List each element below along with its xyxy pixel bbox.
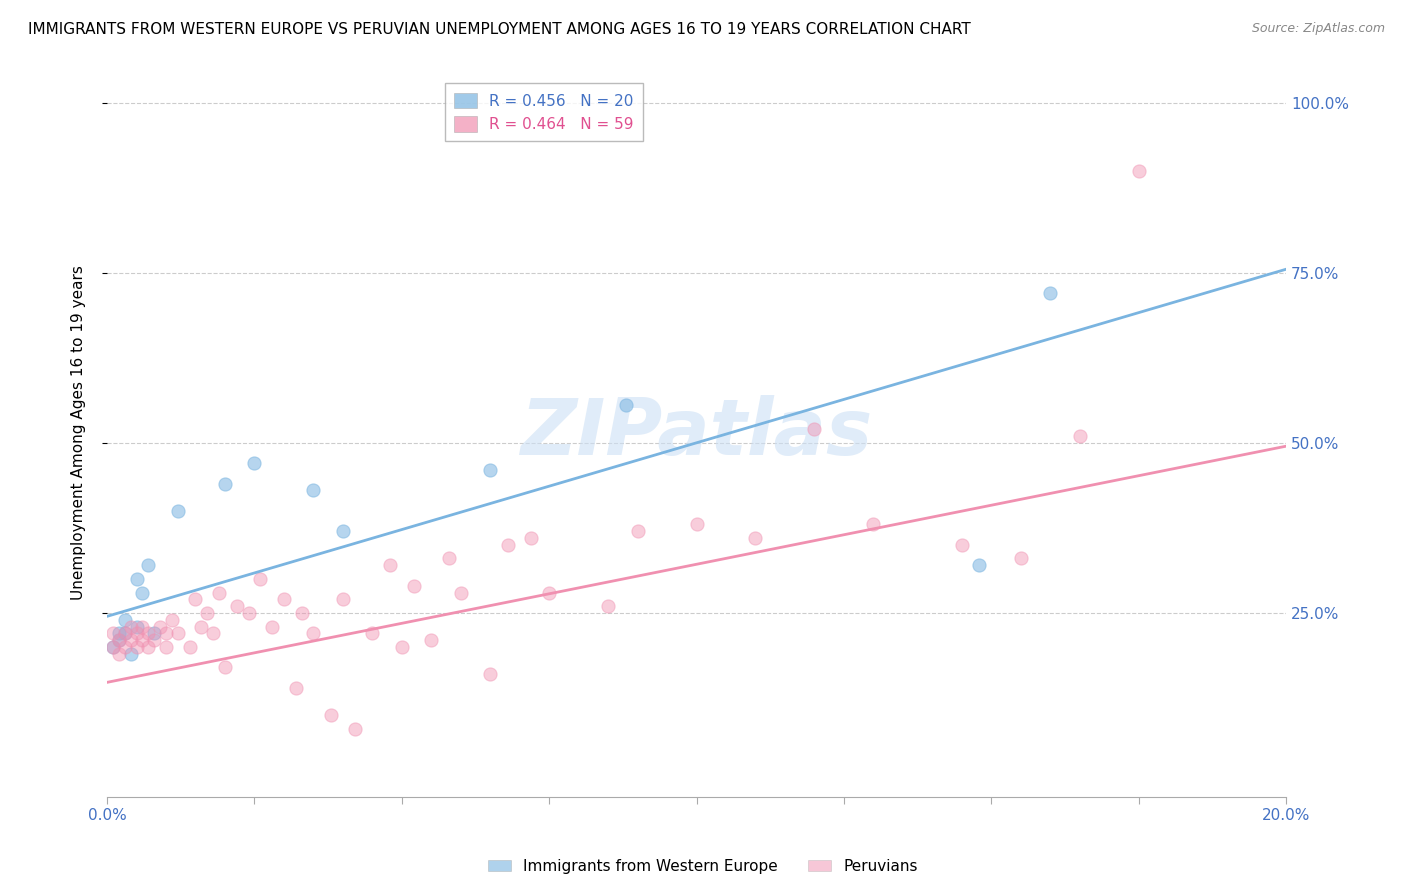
Point — [143, 626, 166, 640]
Point — [291, 606, 314, 620]
Point — [138, 626, 160, 640]
Point — [803, 422, 825, 436]
Point — [149, 619, 172, 633]
Point — [479, 667, 502, 681]
Point — [950, 538, 973, 552]
Point — [450, 585, 472, 599]
Point — [101, 640, 124, 654]
Point — [538, 585, 561, 599]
Point — [302, 483, 325, 498]
Point — [143, 633, 166, 648]
Point — [120, 647, 142, 661]
Point — [114, 626, 136, 640]
Point — [138, 640, 160, 654]
Point — [184, 592, 207, 607]
Point — [160, 613, 183, 627]
Point — [262, 619, 284, 633]
Point — [131, 633, 153, 648]
Point — [479, 463, 502, 477]
Point — [179, 640, 201, 654]
Point — [125, 619, 148, 633]
Point — [108, 633, 131, 648]
Point — [598, 599, 620, 614]
Point — [1039, 286, 1062, 301]
Point — [496, 538, 519, 552]
Point — [343, 722, 366, 736]
Point — [1128, 163, 1150, 178]
Point — [202, 626, 225, 640]
Y-axis label: Unemployment Among Ages 16 to 19 years: Unemployment Among Ages 16 to 19 years — [72, 265, 86, 600]
Point — [243, 456, 266, 470]
Point — [332, 524, 354, 539]
Point — [125, 640, 148, 654]
Point — [391, 640, 413, 654]
Legend: Immigrants from Western Europe, Peruvians: Immigrants from Western Europe, Peruvian… — [482, 853, 924, 880]
Point — [225, 599, 247, 614]
Point — [101, 626, 124, 640]
Point — [284, 681, 307, 695]
Point — [302, 626, 325, 640]
Point — [166, 504, 188, 518]
Point — [249, 572, 271, 586]
Text: Source: ZipAtlas.com: Source: ZipAtlas.com — [1251, 22, 1385, 36]
Point — [1069, 429, 1091, 443]
Point — [108, 633, 131, 648]
Point — [214, 476, 236, 491]
Point — [238, 606, 260, 620]
Text: IMMIGRANTS FROM WESTERN EUROPE VS PERUVIAN UNEMPLOYMENT AMONG AGES 16 TO 19 YEAR: IMMIGRANTS FROM WESTERN EUROPE VS PERUVI… — [28, 22, 972, 37]
Point — [114, 640, 136, 654]
Point — [114, 626, 136, 640]
Point — [361, 626, 384, 640]
Point — [101, 640, 124, 654]
Point — [378, 558, 401, 573]
Point — [402, 579, 425, 593]
Point — [273, 592, 295, 607]
Point — [319, 708, 342, 723]
Point — [420, 633, 443, 648]
Point — [208, 585, 231, 599]
Point — [862, 517, 884, 532]
Point — [332, 592, 354, 607]
Point — [155, 626, 177, 640]
Text: ZIPatlas: ZIPatlas — [520, 394, 873, 471]
Point — [120, 619, 142, 633]
Point — [969, 558, 991, 573]
Point — [190, 619, 212, 633]
Point — [108, 626, 131, 640]
Point — [131, 619, 153, 633]
Point — [131, 585, 153, 599]
Legend: R = 0.456   N = 20, R = 0.464   N = 59: R = 0.456 N = 20, R = 0.464 N = 59 — [444, 84, 643, 142]
Point — [626, 524, 648, 539]
Point — [744, 531, 766, 545]
Point — [155, 640, 177, 654]
Point — [437, 551, 460, 566]
Point — [125, 572, 148, 586]
Point — [1010, 551, 1032, 566]
Point — [214, 660, 236, 674]
Point — [138, 558, 160, 573]
Point — [125, 626, 148, 640]
Point — [195, 606, 218, 620]
Point — [166, 626, 188, 640]
Point — [120, 633, 142, 648]
Point — [114, 613, 136, 627]
Point — [108, 647, 131, 661]
Point — [520, 531, 543, 545]
Point — [614, 398, 637, 412]
Point — [685, 517, 707, 532]
